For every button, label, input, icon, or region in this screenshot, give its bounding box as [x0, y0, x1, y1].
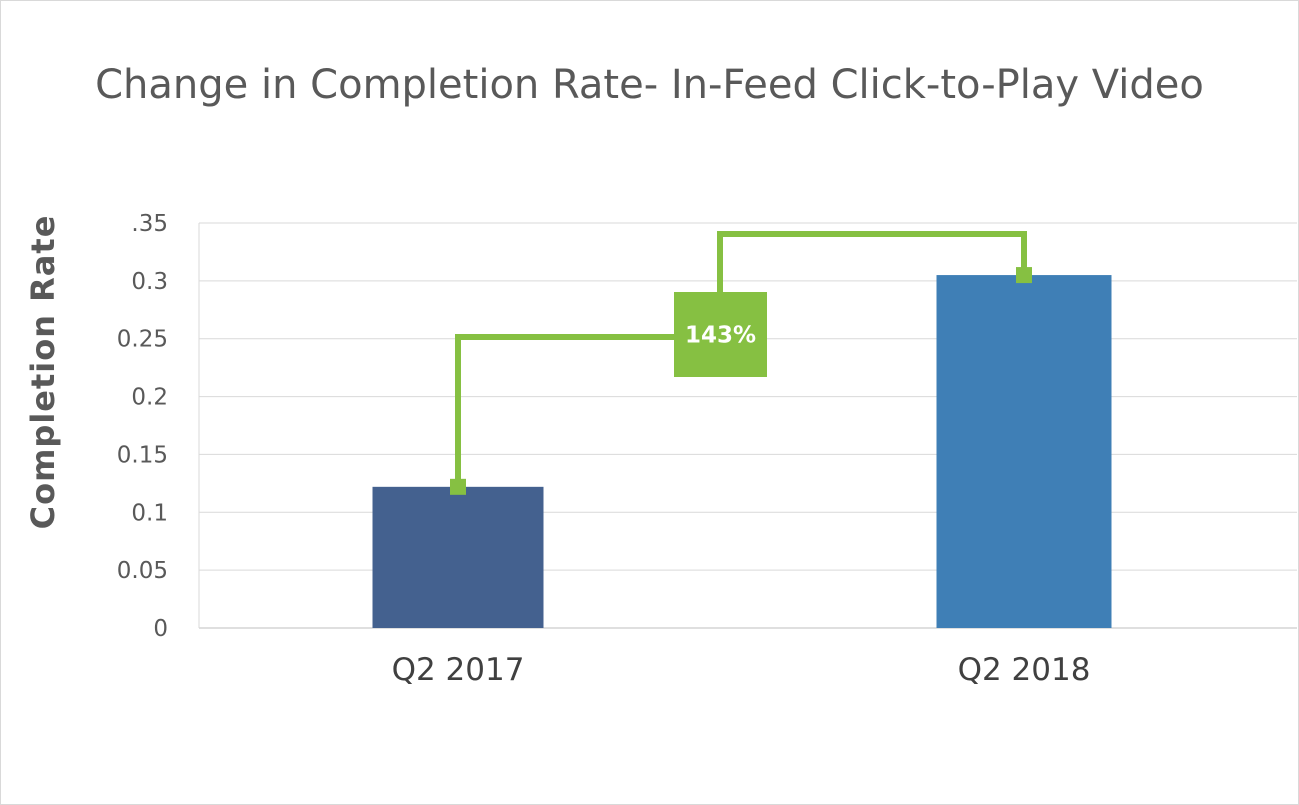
- chart-title: Change in Completion Rate- In-Feed Click…: [95, 62, 1204, 108]
- bar-q2-2017: [372, 486, 544, 628]
- grid-lines: [198, 222, 1297, 629]
- x-axis-categories: Q2 2017 Q2 2018: [392, 652, 1091, 688]
- annotation-connector: [455, 231, 1027, 487]
- y-tick-label: 0.05: [117, 558, 168, 584]
- x-category-label: Q2 2018: [958, 652, 1091, 688]
- bar-q2-2018: [936, 275, 1112, 628]
- change-annotation: 143%: [450, 231, 1032, 495]
- bars: [372, 275, 1112, 628]
- y-tick-label: 0: [153, 616, 168, 642]
- annotation-endpoint-marker: [1016, 267, 1032, 284]
- x-category-label: Q2 2017: [392, 652, 525, 688]
- y-tick-label: .35: [131, 211, 168, 237]
- y-tick-label: 0.3: [131, 269, 168, 295]
- y-tick-label: 0.1: [131, 500, 168, 526]
- annotation-box: [674, 292, 767, 377]
- y-axis-ticks: 0 0.05 0.1 0.15 0.2 0.25 0.3 .35: [117, 211, 168, 642]
- annotation-endpoint-marker: [450, 478, 466, 495]
- y-tick-label: 0.15: [117, 442, 168, 468]
- y-tick-label: 0.25: [117, 327, 168, 353]
- annotation-label: 143%: [685, 323, 756, 349]
- y-tick-label: 0.2: [131, 385, 168, 411]
